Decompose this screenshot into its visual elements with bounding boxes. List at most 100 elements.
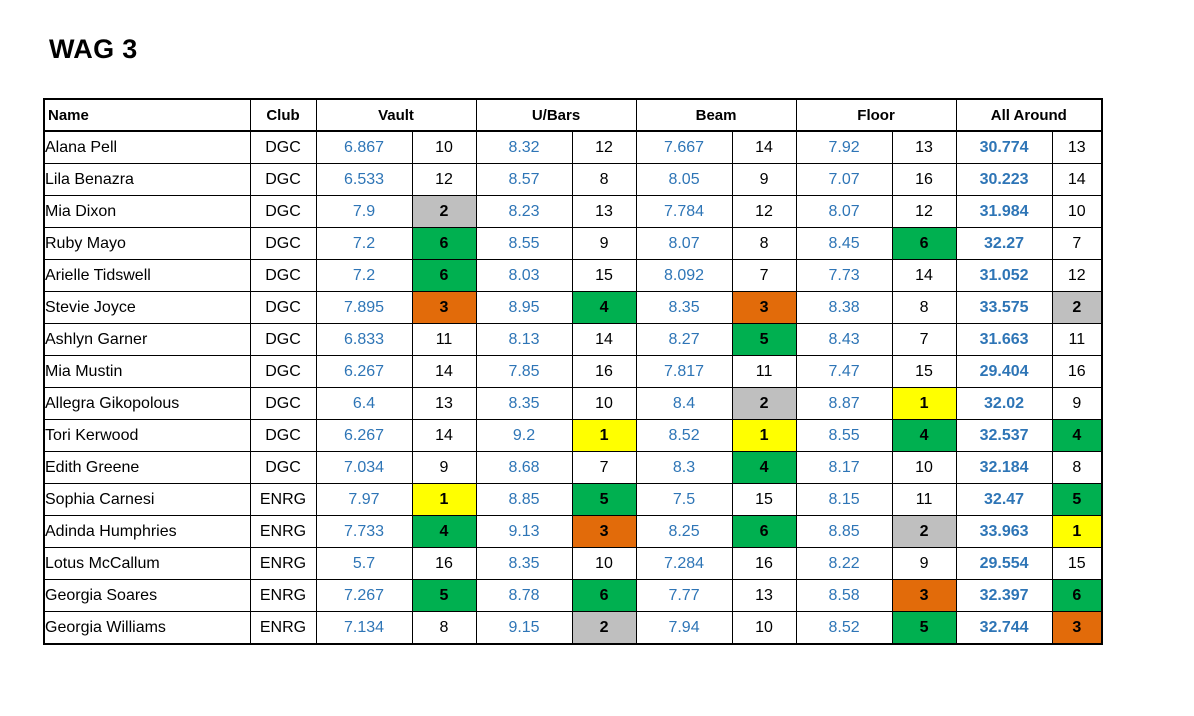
header-bars: U/Bars [475,98,637,132]
vault-score: 5.7 [315,547,413,580]
results-table: Name Club Vault U/Bars Beam Floor All Ar… [43,98,1104,645]
bars-score: 8.55 [475,227,573,260]
all-around-score: 33.575 [955,291,1053,324]
bars-rank: 9 [571,227,637,260]
page-title: WAG 3 [49,34,138,64]
vault-score: 7.97 [315,483,413,516]
vault-score: 7.2 [315,259,413,292]
header-vault: Vault [315,98,477,132]
bars-rank: 13 [571,195,637,228]
beam-rank: 5 [731,323,797,356]
floor-rank: 8 [891,291,957,324]
vault-rank: 2 [411,195,477,228]
beam-score: 8.05 [635,163,733,196]
vault-rank: 6 [411,227,477,260]
athlete-name: Mia Dixon [43,195,251,228]
header-name: Name [43,98,251,132]
vault-score: 7.034 [315,451,413,484]
floor-rank: 3 [891,579,957,612]
all-around-score: 29.404 [955,355,1053,388]
floor-score: 8.55 [795,419,893,452]
beam-rank: 2 [731,387,797,420]
all-around-rank: 12 [1051,259,1103,292]
bars-score: 8.68 [475,451,573,484]
header-all-around: All Around [955,98,1103,132]
vault-rank: 4 [411,515,477,548]
floor-score: 8.85 [795,515,893,548]
all-around-score: 30.774 [955,130,1053,164]
all-around-rank: 8 [1051,451,1103,484]
all-around-rank: 16 [1051,355,1103,388]
bars-score: 9.15 [475,611,573,645]
bars-score: 8.57 [475,163,573,196]
floor-score: 7.47 [795,355,893,388]
floor-score: 8.43 [795,323,893,356]
club-cell: ENRG [249,515,317,548]
table-row: Alana Pell DGC 6.867 10 8.32 12 7.667 14 7.92 13 3… [43,130,1103,164]
beam-rank: 1 [731,419,797,452]
floor-score: 8.17 [795,451,893,484]
club-cell: DGC [249,355,317,388]
club-cell: DGC [249,259,317,292]
bars-rank: 14 [571,323,637,356]
beam-score: 7.817 [635,355,733,388]
all-around-rank: 9 [1051,387,1103,420]
floor-score: 8.52 [795,611,893,645]
beam-score: 7.94 [635,611,733,645]
bars-score: 8.95 [475,291,573,324]
club-cell: ENRG [249,611,317,645]
beam-rank: 13 [731,579,797,612]
all-around-rank: 15 [1051,547,1103,580]
floor-score: 7.73 [795,259,893,292]
vault-score: 6.833 [315,323,413,356]
all-around-rank: 13 [1051,130,1103,164]
beam-score: 8.092 [635,259,733,292]
table-row: Lila Benazra DGC 6.533 12 8.57 8 8.05 9 7.07 16 30… [43,163,1103,196]
all-around-rank: 2 [1051,291,1103,324]
floor-score: 8.87 [795,387,893,420]
floor-rank: 15 [891,355,957,388]
table-row: Stevie Joyce DGC 7.895 3 8.95 4 8.35 3 8.38 8 33.5… [43,291,1103,324]
bars-score: 8.13 [475,323,573,356]
bars-score: 8.35 [475,387,573,420]
vault-score: 6.267 [315,355,413,388]
athlete-name: Lila Benazra [43,163,251,196]
vault-rank: 13 [411,387,477,420]
floor-score: 8.07 [795,195,893,228]
athlete-name: Adinda Humphries [43,515,251,548]
bars-score: 8.35 [475,547,573,580]
floor-score: 8.15 [795,483,893,516]
bars-rank: 5 [571,483,637,516]
floor-score: 8.45 [795,227,893,260]
all-around-score: 32.47 [955,483,1053,516]
beam-score: 7.667 [635,130,733,164]
vault-rank: 14 [411,419,477,452]
table-row: Adinda Humphries ENRG 7.733 4 9.13 3 8.25 6 8.85… [43,515,1103,548]
bars-rank: 16 [571,355,637,388]
beam-score: 8.3 [635,451,733,484]
club-cell: ENRG [249,579,317,612]
beam-score: 7.284 [635,547,733,580]
beam-rank: 14 [731,130,797,164]
vault-rank: 14 [411,355,477,388]
bars-rank: 2 [571,611,637,645]
bars-rank: 4 [571,291,637,324]
all-around-score: 32.02 [955,387,1053,420]
beam-rank: 3 [731,291,797,324]
beam-score: 7.5 [635,483,733,516]
floor-rank: 6 [891,227,957,260]
all-around-score: 32.27 [955,227,1053,260]
bars-rank: 12 [571,130,637,164]
all-around-rank: 10 [1051,195,1103,228]
club-cell: ENRG [249,547,317,580]
all-around-rank: 11 [1051,323,1103,356]
floor-rank: 12 [891,195,957,228]
club-cell: DGC [249,130,317,164]
athlete-name: Mia Mustin [43,355,251,388]
all-around-rank: 1 [1051,515,1103,548]
athlete-name: Lotus McCallum [43,547,251,580]
table-header-row: Name Club Vault U/Bars Beam Floor All Ar… [43,98,1103,132]
table-row: Ruby Mayo DGC 7.2 6 8.55 9 8.07 8 8.45 6 32.27 7 [43,227,1103,260]
beam-rank: 12 [731,195,797,228]
all-around-rank: 3 [1051,611,1103,645]
